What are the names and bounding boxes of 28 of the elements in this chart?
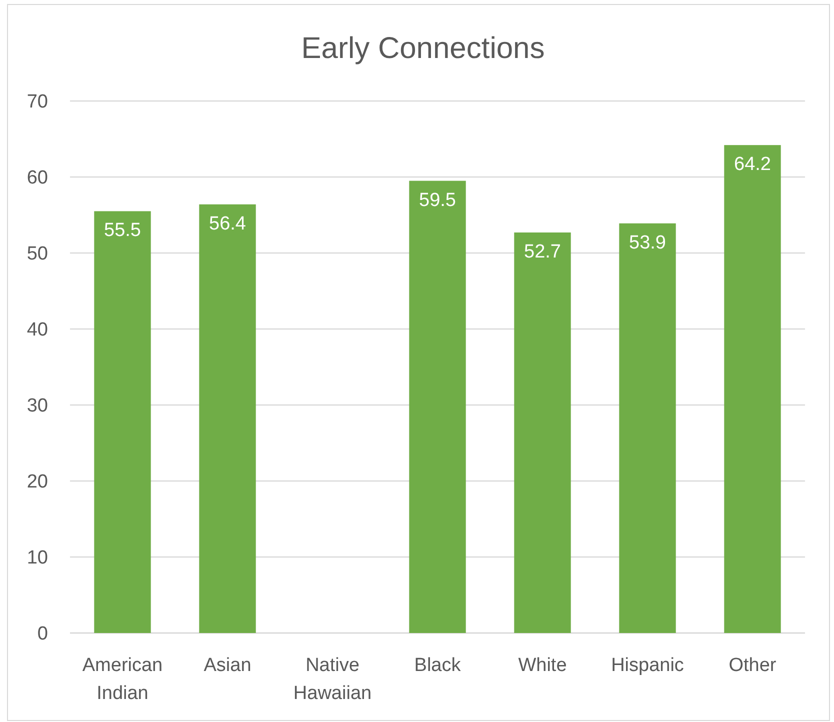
y-tick-label: 60	[26, 168, 48, 189]
bar	[619, 223, 676, 633]
data-label: 55.5	[104, 220, 141, 242]
x-tick-label: Other	[728, 655, 777, 676]
bar	[199, 204, 256, 633]
y-tick-label: 10	[26, 548, 48, 569]
y-tick-label: 40	[26, 320, 48, 341]
y-tick-label: 30	[26, 396, 48, 417]
data-label: 52.7	[524, 241, 561, 262]
y-tick-label: 0	[37, 624, 48, 645]
data-label: 59.5	[419, 190, 456, 211]
x-tick-label: American Indian	[82, 655, 163, 704]
bar	[514, 232, 571, 633]
data-label: 53.9	[629, 232, 666, 254]
y-tick-label: 50	[26, 244, 48, 265]
chart-title: Early Connections	[301, 32, 545, 65]
x-tick-label: Native Hawaiian	[293, 655, 372, 704]
x-tick-label: White	[518, 655, 567, 676]
x-tick-label: Asian	[204, 655, 252, 676]
data-label: 56.4	[209, 213, 246, 234]
bar	[724, 145, 781, 633]
y-tick-label: 70	[26, 92, 48, 113]
x-tick-label: Black	[414, 655, 462, 676]
y-tick-label: 20	[26, 472, 48, 493]
data-label: 64.2	[734, 154, 771, 176]
bar	[409, 180, 466, 633]
x-tick-label: Hispanic	[611, 655, 684, 676]
bar	[94, 211, 151, 633]
